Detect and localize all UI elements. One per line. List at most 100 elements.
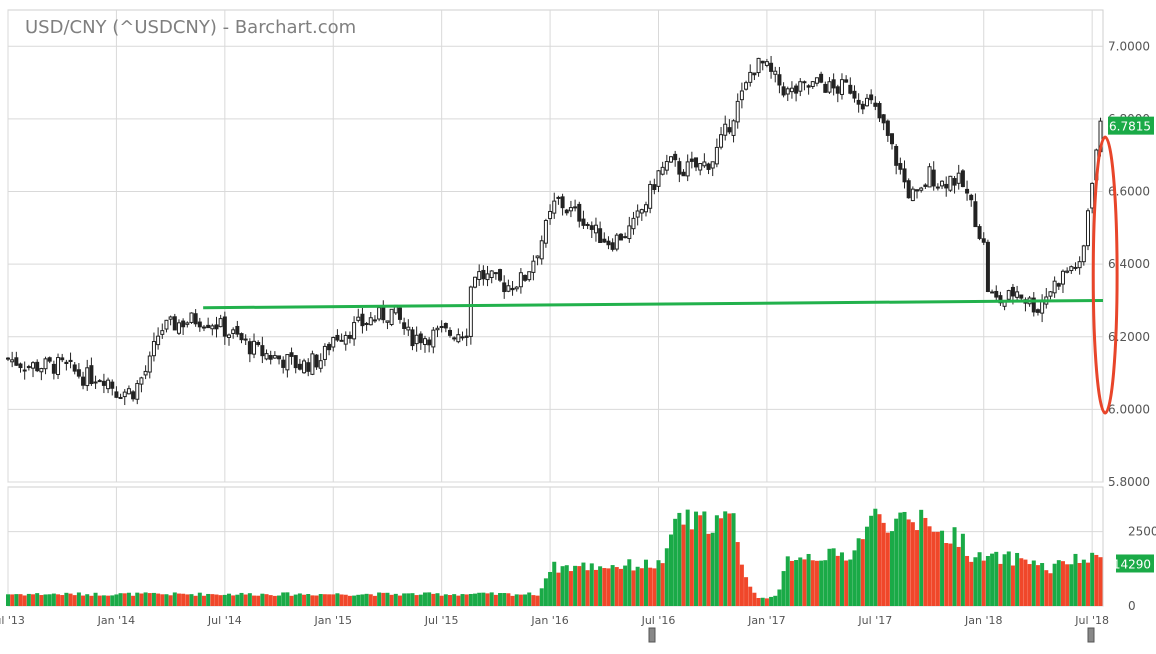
volume-bar	[627, 559, 632, 606]
volume-bar	[985, 555, 990, 606]
candle-body	[581, 218, 586, 226]
x-tick-label: Jul '14	[207, 614, 242, 627]
candle-body	[940, 180, 945, 187]
candle-body	[414, 334, 419, 345]
candle-body	[397, 307, 402, 320]
candle-body	[160, 330, 165, 335]
candle-body	[1056, 283, 1061, 287]
candle-body	[468, 286, 473, 337]
volume-bar	[422, 592, 427, 606]
volume-bar	[431, 593, 436, 606]
volume-bar	[322, 594, 327, 606]
volume-bar	[881, 522, 886, 606]
volume-bar	[176, 593, 181, 606]
candle-body	[1035, 309, 1040, 313]
candle-body	[272, 355, 277, 359]
candle-body	[589, 225, 594, 230]
candle-body	[527, 271, 532, 281]
candle-body	[935, 186, 940, 189]
volume-bar	[919, 509, 924, 606]
candle-body	[360, 313, 365, 327]
volume-bar	[264, 594, 269, 606]
volume-bar	[268, 595, 273, 606]
candles	[6, 55, 1103, 406]
candle-body	[318, 360, 323, 369]
candle-body	[368, 317, 373, 326]
volume-bar	[26, 593, 31, 606]
x-tick-label: Jul '17	[857, 614, 892, 627]
candle-body	[314, 354, 319, 368]
volume-bar	[31, 594, 36, 606]
candle-body	[243, 338, 248, 341]
candle-body	[210, 325, 215, 330]
volume-bar	[927, 526, 932, 606]
volume-bar	[1019, 558, 1024, 606]
volume-bar	[998, 563, 1003, 606]
volume-bar	[252, 595, 257, 606]
volume-bar	[364, 593, 369, 606]
candle-body	[844, 79, 849, 83]
volume-bar	[51, 593, 56, 606]
candle-body	[1069, 266, 1074, 272]
y-tick-label: 6.4000	[1108, 257, 1150, 271]
candle-body	[677, 161, 682, 175]
last-price-label: 6.7815	[1109, 120, 1151, 134]
candle-body	[577, 203, 582, 222]
volume-bar	[610, 565, 615, 606]
candle-body	[956, 172, 961, 184]
candle-body	[339, 339, 344, 342]
candle-body	[364, 323, 369, 326]
candle-body	[685, 161, 690, 177]
candle-body	[568, 207, 573, 212]
candle-body	[131, 391, 136, 400]
volume-bar	[831, 548, 836, 606]
volume-bar	[468, 593, 473, 606]
volume-bar	[64, 592, 69, 606]
candle-body	[193, 313, 198, 325]
candle-body	[931, 169, 936, 187]
candle-body	[43, 358, 48, 370]
volume-bar	[110, 595, 115, 606]
candle-body	[1073, 266, 1078, 269]
volume-bar	[839, 552, 844, 606]
volume-bar	[539, 588, 544, 606]
highlight-ellipse	[1091, 135, 1119, 415]
volume-bar	[277, 595, 282, 606]
volume-bar	[10, 594, 15, 606]
volume-bar	[1090, 552, 1095, 606]
volume-bar	[944, 543, 949, 606]
volume-bar	[906, 519, 911, 606]
volume-bar	[406, 593, 411, 606]
last-volume-label: 14290	[1113, 557, 1151, 571]
candle-body	[418, 333, 423, 344]
volume-bar	[189, 594, 194, 606]
candle-body	[206, 324, 211, 329]
volume-bar	[331, 594, 336, 606]
volume-bar	[1060, 561, 1065, 606]
candle-body	[885, 120, 890, 136]
volume-bar	[439, 595, 444, 606]
volume-bar	[114, 594, 119, 606]
candle-body	[552, 200, 557, 214]
volume-bar	[39, 595, 44, 606]
volume-bar	[302, 594, 307, 606]
volume-bar	[443, 594, 448, 606]
candle-body	[831, 79, 836, 89]
volume-bar	[827, 548, 832, 606]
candle-body	[556, 196, 561, 199]
candle-body	[739, 90, 744, 101]
candle-body	[218, 318, 223, 328]
volume-bar	[218, 595, 223, 606]
volume-bar	[281, 592, 286, 606]
candle-body	[347, 334, 352, 339]
candle-body	[873, 102, 878, 107]
volume-bar	[1027, 564, 1032, 606]
candle-body	[310, 353, 315, 375]
candle-body	[643, 204, 648, 213]
volume-bar	[122, 593, 127, 606]
volume-bar	[18, 594, 23, 606]
volume-bar	[719, 518, 724, 606]
candle-body	[35, 361, 40, 372]
candle-body	[798, 81, 803, 92]
volume-bar	[493, 594, 498, 606]
